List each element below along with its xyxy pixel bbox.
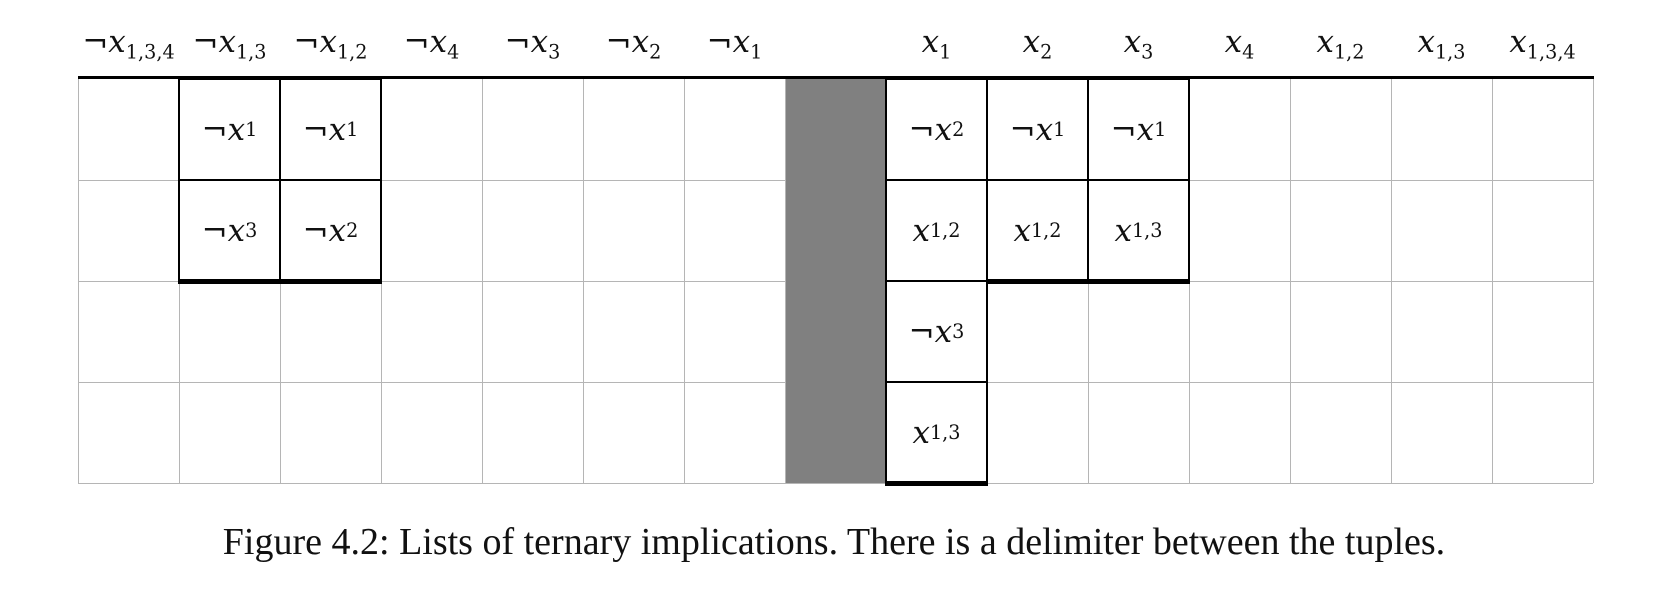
- cell-border: [885, 179, 988, 282]
- figure-caption: Figure 4.2: Lists of ternary implication…: [222, 521, 1446, 563]
- column-header: x3: [1123, 24, 1154, 64]
- implication-cell: ¬x 1: [1110, 111, 1167, 148]
- implication-cell: ¬x 2: [908, 111, 965, 148]
- implication-cell: ¬x 1: [201, 111, 258, 148]
- column-header: x1,2: [1316, 24, 1365, 64]
- column-header: ¬x1,2: [293, 24, 368, 64]
- implication-cell: x 1,3: [1114, 212, 1163, 249]
- cell-border: [986, 78, 1089, 181]
- column-header: ¬x1: [706, 24, 763, 64]
- cell-border: [1087, 78, 1190, 181]
- implication-cell: ¬x 2: [302, 212, 359, 249]
- implication-cell: x 1,3: [912, 414, 961, 451]
- column-header: x1,3: [1417, 24, 1466, 64]
- cell-border: [279, 78, 382, 181]
- implication-cell: ¬x 1: [302, 111, 359, 148]
- column-header: x1: [921, 24, 952, 64]
- grid-line-vertical: [1593, 79, 1594, 483]
- column-header: x4: [1224, 24, 1255, 64]
- header-rule: [78, 76, 1594, 79]
- implication-cell: ¬x 3: [908, 313, 965, 350]
- cell-border: [1087, 179, 1190, 282]
- column-header: x1,3,4: [1509, 24, 1576, 64]
- implication-cell: ¬x 3: [201, 212, 258, 249]
- column-header: ¬x3: [504, 24, 561, 64]
- column-header: ¬x4: [403, 24, 460, 64]
- grid-line-horizontal: [78, 483, 1593, 484]
- cell-border: [178, 78, 281, 181]
- column-header: ¬x1,3,4: [82, 24, 175, 64]
- list-end-marker: [178, 279, 281, 284]
- list-end-marker: [1087, 279, 1190, 284]
- list-end-marker: [885, 481, 988, 486]
- implication-cell: x 1,2: [1013, 212, 1062, 249]
- list-end-marker: [279, 279, 382, 284]
- column-header: ¬x2: [605, 24, 662, 64]
- implication-cell: x 1,2: [912, 212, 961, 249]
- column-header: x2: [1022, 24, 1053, 64]
- implication-cell: ¬x 1: [1009, 111, 1066, 148]
- column-header: ¬x1,3: [192, 24, 267, 64]
- cell-border: [178, 179, 281, 282]
- list-end-marker: [986, 279, 1089, 284]
- cell-border: [885, 280, 988, 383]
- cell-border: [885, 381, 988, 484]
- tuple-delimiter: [786, 79, 887, 483]
- cell-border: [279, 179, 382, 282]
- cell-border: [986, 179, 1089, 282]
- cell-border: [885, 78, 988, 181]
